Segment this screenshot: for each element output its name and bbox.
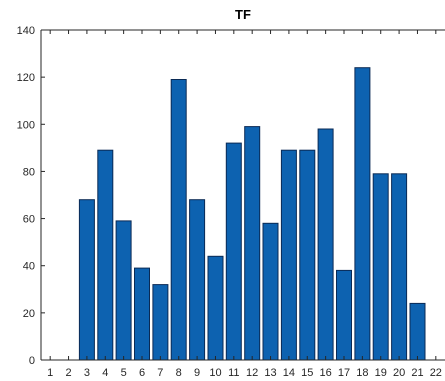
x-tick-label: 15 (301, 367, 313, 379)
x-tick-label: 6 (139, 367, 145, 379)
bar-11 (225, 142, 242, 361)
x-tick-label: 1 (47, 367, 53, 379)
x-tick-label: 9 (194, 367, 200, 379)
bar-3 (78, 199, 95, 361)
x-axis-ticks: 1 2 3 4 5 6 7 8 9 10 11 12 13 14 15 16 17 18 19 20 21 22 (47, 30, 442, 379)
x-tick-label: 22 (430, 367, 442, 379)
x-tick-label: 21 (411, 367, 423, 379)
y-tick-label: 20 (23, 308, 35, 320)
y-tick-label: 100 (17, 119, 35, 131)
x-tick-label: 18 (356, 367, 368, 379)
bars-group (78, 67, 426, 361)
x-tick-label: 14 (283, 367, 295, 379)
bar-17 (336, 269, 352, 361)
bar-9 (189, 199, 206, 361)
bar-20 (391, 173, 408, 361)
x-tick-label: 11 (228, 367, 239, 379)
axes-group (40, 29, 445, 361)
y-axis-ticks: 0 20 40 60 80 100 120 140 (17, 25, 45, 367)
bar-6 (134, 267, 150, 361)
bar-5 (115, 220, 132, 361)
bar-16 (317, 128, 334, 361)
bar-8 (170, 79, 187, 361)
x-tick-label: 19 (375, 367, 387, 379)
chart-title: TF (235, 7, 251, 22)
bar-18 (354, 67, 371, 361)
bar-13 (262, 222, 279, 361)
x-tick-label: 12 (246, 367, 258, 379)
bar-14 (280, 149, 297, 361)
y-tick-label: 0 (29, 355, 35, 367)
x-tick-label: 7 (157, 367, 163, 379)
bar-4 (97, 149, 114, 361)
y-tick-label: 80 (23, 166, 35, 178)
y-tick-label: 120 (17, 72, 35, 84)
bar-15 (299, 149, 316, 361)
x-tick-label: 20 (393, 367, 405, 379)
bar-12 (244, 126, 261, 361)
bar-19 (372, 173, 389, 361)
bar-21 (409, 302, 426, 361)
x-tick-label: 2 (65, 367, 71, 379)
x-tick-label: 16 (320, 367, 332, 379)
x-tick-label: 5 (121, 367, 127, 379)
x-tick-label: 3 (84, 367, 90, 379)
y-tick-label: 40 (23, 261, 35, 273)
x-tick-label: 17 (338, 367, 350, 379)
x-tick-label: 13 (264, 367, 276, 379)
x-tick-label: 8 (176, 367, 182, 379)
bar-7 (152, 284, 169, 361)
bar-10 (207, 255, 224, 361)
y-tick-label: 140 (17, 25, 35, 37)
x-tick-label: 4 (102, 367, 108, 379)
y-tick-label: 60 (23, 214, 35, 226)
x-tick-label: 10 (209, 367, 221, 379)
